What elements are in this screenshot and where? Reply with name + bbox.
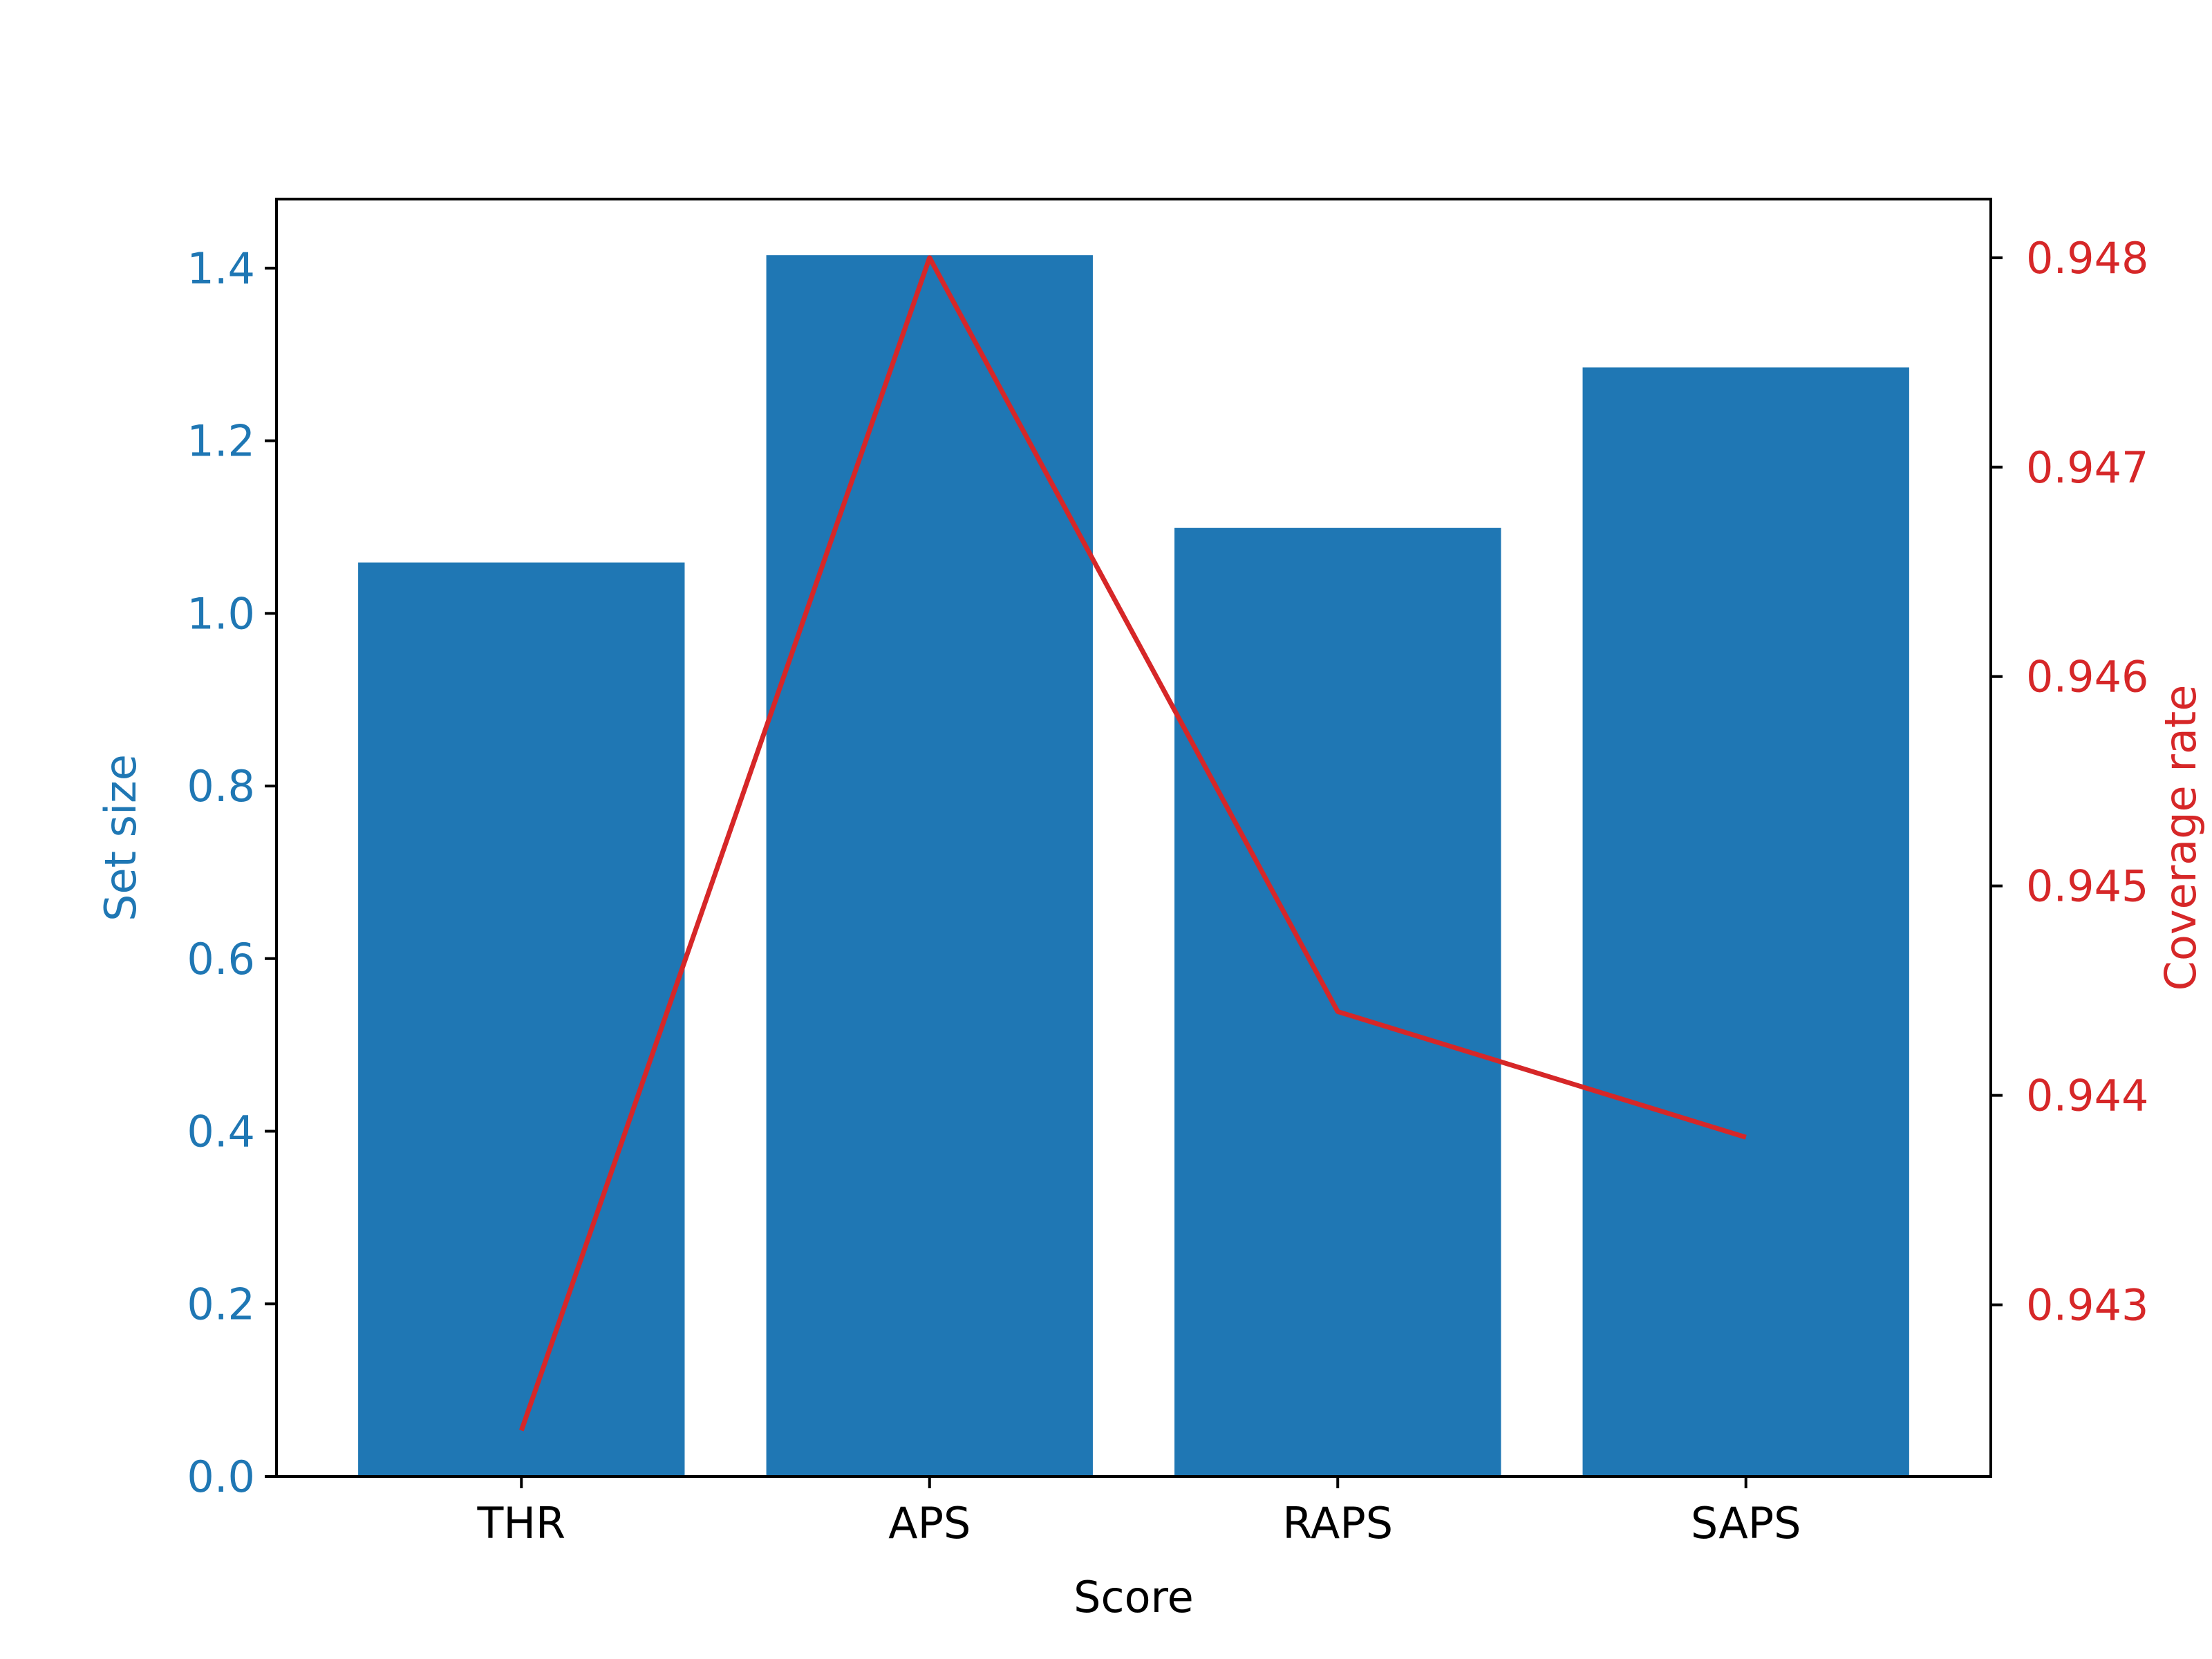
plot-frame	[275, 198, 1992, 1478]
x-axis-tick-label-thr: THR	[476, 1498, 565, 1548]
right-axis-label: Coverage rate	[2155, 685, 2206, 991]
x-axis-tick-label-saps: SAPS	[1691, 1498, 1801, 1548]
left-axis-tick-label: 1.0	[187, 588, 255, 639]
x-axis-tick-label-aps: APS	[888, 1498, 971, 1548]
x-axis-label: Score	[1074, 1572, 1194, 1622]
coverage-rate-line	[518, 255, 1747, 1432]
left-axis-tick-label: 0.8	[187, 761, 255, 812]
right-axis-tick-label: 0.947	[2026, 442, 2149, 493]
left-axis-tick-label: 0.4	[187, 1107, 255, 1157]
bar-aps	[766, 255, 1093, 1477]
right-axis-tick-label: 0.945	[2026, 861, 2149, 912]
labels-layer: Score Set size Coverage rate	[95, 685, 2206, 1622]
bar-saps	[1582, 367, 1909, 1477]
bar-thr	[358, 562, 685, 1477]
left-axis-tick-label: 0.2	[187, 1279, 255, 1329]
left-axis-tick-label: 0.0	[187, 1452, 255, 1502]
right-axis-tick-label: 0.948	[2026, 233, 2149, 283]
bars-layer	[358, 255, 1909, 1477]
left-axis-tick-label: 0.6	[187, 934, 255, 984]
x-axis-tick-label-raps: RAPS	[1282, 1498, 1393, 1548]
right-axis-tick-label: 0.944	[2026, 1071, 2149, 1121]
bar-raps	[1174, 527, 1501, 1477]
ticks-layer: 0.0 0.2 0.4 0.6 0.8 1.0 1.2 1.4 0.943 0.944 0.945 0…	[187, 233, 2148, 1548]
axes-layer	[275, 198, 1992, 1478]
left-axis-label: Set size	[95, 754, 146, 921]
line-layer	[518, 255, 1747, 1432]
left-axis-tick-label: 1.2	[187, 416, 255, 467]
left-axis-tick-label: 1.4	[187, 243, 255, 294]
right-axis-tick-label: 0.946	[2026, 652, 2149, 702]
right-axis-tick-label: 0.943	[2026, 1280, 2149, 1331]
